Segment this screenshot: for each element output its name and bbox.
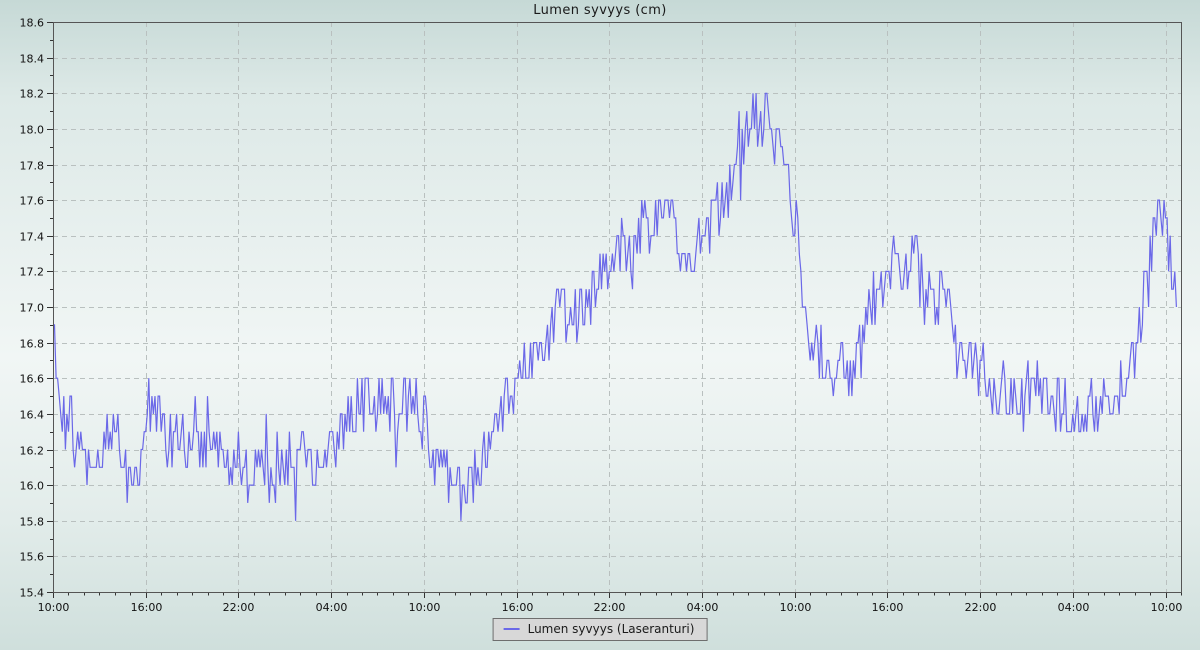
- y-tick-label: 15.6: [20, 551, 45, 564]
- legend-label: Lumen syvyys (Laseranturi): [527, 622, 695, 636]
- x-tick-label: 16:00: [502, 601, 534, 614]
- axis-ticks: [47, 22, 1182, 598]
- y-tick-label: 17.0: [20, 302, 45, 315]
- x-tick-label: 22:00: [594, 601, 626, 614]
- y-tick-label: 17.8: [20, 160, 45, 173]
- gridlines: [53, 22, 1181, 592]
- x-tick-label: 16:00: [131, 601, 163, 614]
- y-tick-label: 17.6: [20, 195, 45, 208]
- x-axis-labels: 10:00 16:00 22:00 04:00 10:00 16:00 22:00 04:00…: [38, 601, 1183, 614]
- x-tick-label: 04:00: [1058, 601, 1090, 614]
- x-tick-label: 16:00: [872, 601, 904, 614]
- y-tick-label: 15.8: [20, 516, 45, 529]
- y-tick-label: 18.6: [20, 17, 45, 30]
- y-tick-label: 15.4: [20, 587, 45, 600]
- plot-border: [53, 22, 1182, 593]
- y-tick-label: 18.4: [20, 53, 45, 66]
- y-tick-label: 16.2: [20, 445, 45, 458]
- y-tick-label: 17.2: [20, 266, 45, 279]
- x-tick-label: 22:00: [223, 601, 255, 614]
- y-tick-label: 18.2: [20, 88, 45, 101]
- x-tick-label: 04:00: [316, 601, 348, 614]
- y-tick-label: 16.0: [20, 480, 45, 493]
- y-tick-label: 17.4: [20, 231, 45, 244]
- y-tick-label: 18.0: [20, 124, 45, 137]
- x-tick-label: 10:00: [409, 601, 441, 614]
- chart-title: Lumen syvyys (cm): [533, 3, 667, 18]
- y-tick-label: 16.8: [20, 338, 45, 351]
- legend-line-swatch: [503, 628, 520, 630]
- legend: Lumen syvyys (Laseranturi): [492, 618, 708, 641]
- x-tick-label: 10:00: [1151, 601, 1183, 614]
- series-line: [53, 92, 1177, 521]
- x-tick-label: 10:00: [780, 601, 812, 614]
- x-tick-label: 22:00: [965, 601, 997, 614]
- x-tick-label: 04:00: [687, 601, 719, 614]
- x-tick-label: 10:00: [38, 601, 70, 614]
- y-tick-label: 16.6: [20, 373, 45, 386]
- y-tick-label: 16.4: [20, 409, 45, 422]
- y-axis-labels: 15.4 15.6 15.8 16.0 16.2 16.4 16.6 16.8 17.0 17.2…: [20, 17, 45, 600]
